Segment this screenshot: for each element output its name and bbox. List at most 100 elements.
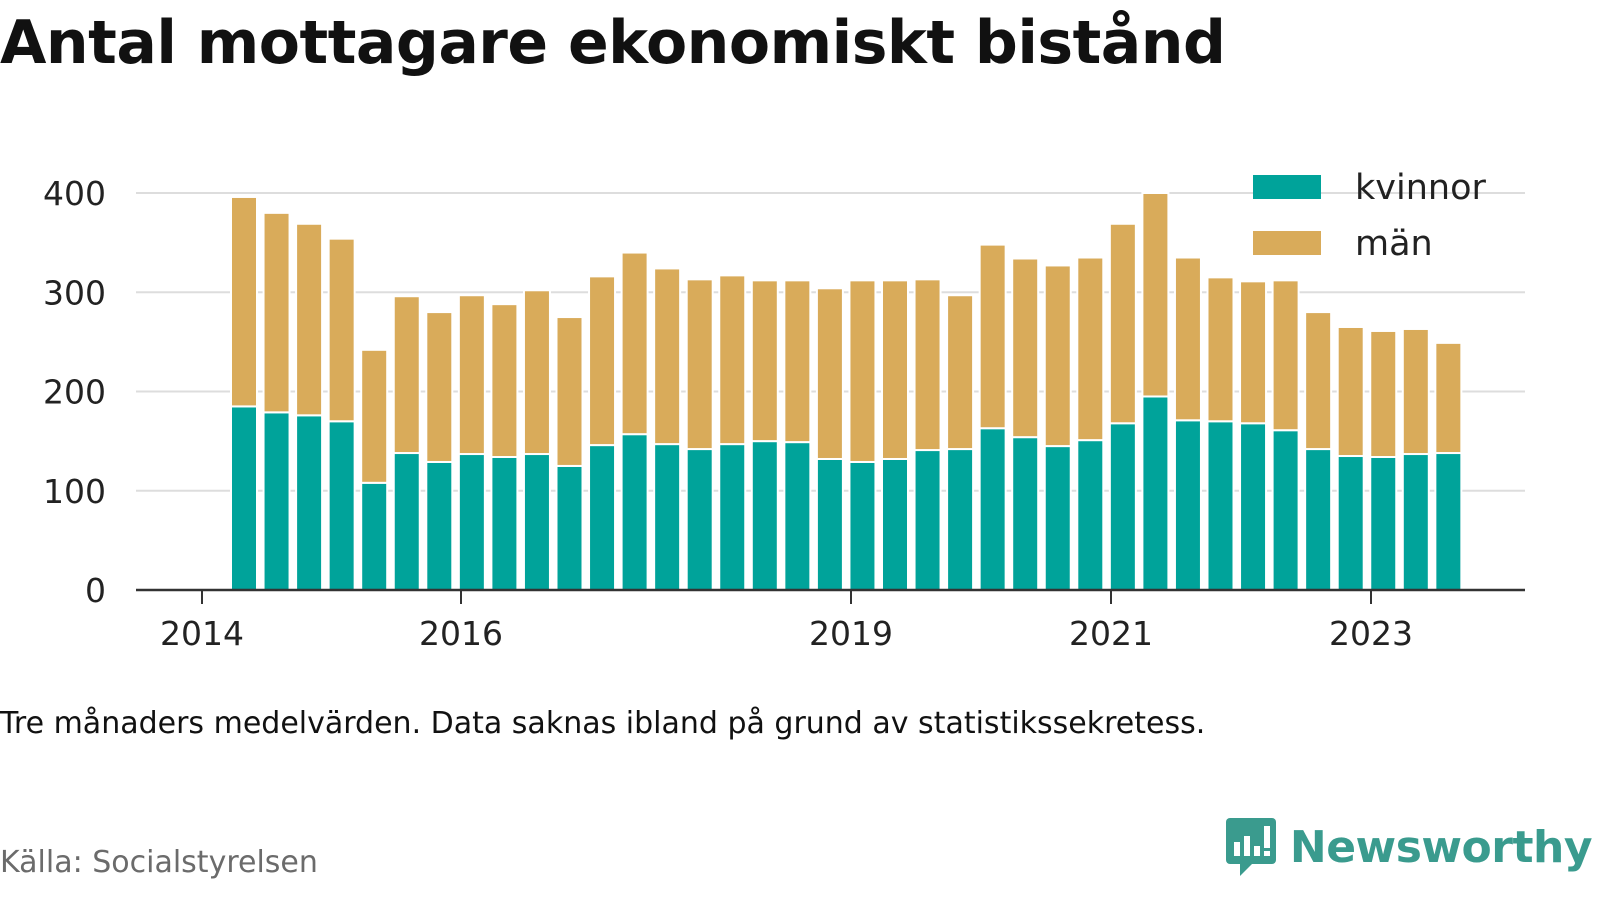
bar-kvinnor-20 <box>881 457 909 591</box>
bar-kvinnor-0 <box>230 405 258 592</box>
legend-swatch-kvinnor <box>1253 175 1321 199</box>
bar-kvinnor-19 <box>848 460 877 591</box>
bar-kvinnor-15 <box>718 443 747 592</box>
bar-kvinnor-14 <box>685 448 714 591</box>
bar-kvinnor-1 <box>262 411 291 591</box>
bar-kvinnor-36 <box>1401 453 1430 591</box>
bar-kvinnor-2 <box>295 414 324 591</box>
bar-man-19 <box>848 279 877 463</box>
bar-man-20 <box>881 279 909 460</box>
y-tick-label: 400 <box>43 174 106 213</box>
bar-man-11 <box>588 275 617 447</box>
bar-kvinnor-4 <box>360 481 389 591</box>
x-tick-label: 2021 <box>1069 614 1153 653</box>
chart-note: Tre månaders medelvärden. Data saknas ib… <box>0 706 1206 741</box>
bar-man-35 <box>1369 329 1398 459</box>
bar-kvinnor-6 <box>425 460 454 591</box>
bar-kvinnor-13 <box>653 443 682 592</box>
bar-man-17 <box>783 279 812 444</box>
bar-man-16 <box>750 279 779 443</box>
x-tick-label: 2016 <box>419 614 503 653</box>
bar-man-3 <box>327 237 356 423</box>
bar-kvinnor-26 <box>1076 439 1105 591</box>
bar-man-24 <box>1011 257 1040 439</box>
bar-kvinnor-35 <box>1369 456 1398 591</box>
bar-man-13 <box>653 267 682 446</box>
bar-man-1 <box>262 211 291 414</box>
y-axis: 0 100 200 300 400 <box>43 174 106 610</box>
bar-man-8 <box>490 303 519 459</box>
bar-man-18 <box>815 287 844 460</box>
bar-man-22 <box>946 294 975 451</box>
bar-kvinnor-37 <box>1434 452 1463 591</box>
y-tick-label: 200 <box>43 373 106 412</box>
x-tick-label: 2014 <box>160 614 244 653</box>
x-tick-label: 2019 <box>809 614 893 653</box>
bar-kvinnor-24 <box>1011 436 1040 591</box>
bar-kvinnor-21 <box>913 449 942 591</box>
bar-kvinnor-18 <box>815 457 844 591</box>
bar-kvinnor-11 <box>588 444 617 591</box>
bar-kvinnor-5 <box>392 452 421 591</box>
bar-kvinnor-23 <box>978 427 1007 591</box>
bar-man-2 <box>295 222 324 417</box>
bar-man-15 <box>718 274 747 446</box>
bar-man-27 <box>1108 222 1137 425</box>
bar-kvinnor-7 <box>457 453 486 591</box>
bar-kvinnor-29 <box>1173 419 1202 591</box>
bar-man-31 <box>1239 280 1268 425</box>
bar-man-33 <box>1304 311 1333 451</box>
x-axis: 2014 2016 2019 2021 2023 <box>136 588 1525 653</box>
bar-kvinnor-10 <box>555 464 584 591</box>
bar-man-10 <box>555 316 584 467</box>
x-tick-label: 2023 <box>1329 614 1413 653</box>
bar-man-6 <box>425 311 454 463</box>
bar-kvinnor-17 <box>783 441 812 591</box>
bar-man-29 <box>1173 256 1202 422</box>
bar-chart-speech-bubble-icon <box>1225 818 1276 876</box>
bar-kvinnor-22 <box>946 448 975 591</box>
bar-man-34 <box>1336 325 1365 458</box>
y-tick-label: 0 <box>85 571 106 610</box>
bar-man-0 <box>230 195 258 408</box>
legend: kvinnor män <box>1253 168 1486 264</box>
bar-man-32 <box>1271 279 1300 432</box>
bar-man-25 <box>1043 264 1072 448</box>
bar-man-30 <box>1206 276 1235 423</box>
bar-kvinnor-12 <box>620 433 649 591</box>
brand-logo: Newsworthy <box>1225 818 1593 876</box>
legend-swatch-man <box>1253 231 1321 255</box>
bar-man-23 <box>978 243 1007 430</box>
bar-man-7 <box>457 294 486 456</box>
y-tick-label: 300 <box>43 273 106 312</box>
bar-man-4 <box>360 348 389 484</box>
bar-kvinnor-31 <box>1239 422 1268 592</box>
bar-kvinnor-33 <box>1304 448 1333 591</box>
bar-man-36 <box>1401 327 1430 456</box>
bar-kvinnor-9 <box>522 453 551 591</box>
bar-kvinnor-32 <box>1271 429 1300 591</box>
bar-kvinnor-28 <box>1141 395 1170 591</box>
bar-man-21 <box>913 278 942 452</box>
bar-man-9 <box>522 289 551 456</box>
bar-kvinnor-30 <box>1206 420 1235 591</box>
bar-kvinnor-25 <box>1043 445 1072 591</box>
bar-man-26 <box>1076 256 1105 442</box>
bar-kvinnor-27 <box>1108 422 1137 592</box>
bar-man-12 <box>620 251 649 436</box>
bar-kvinnor-8 <box>490 456 519 591</box>
bar-kvinnor-3 <box>327 420 356 591</box>
source-text: Källa: Socialstyrelsen <box>0 845 318 880</box>
brand-name: Newsworthy <box>1289 821 1593 873</box>
bar-man-28 <box>1141 192 1170 398</box>
legend-label: kvinnor <box>1355 168 1486 208</box>
chart-title: Antal mottagare ekonomiskt bistånd <box>0 8 1226 78</box>
legend-label: män <box>1355 224 1433 264</box>
bar-man-5 <box>392 295 421 455</box>
stacked-bar-chart: 0 100 200 300 400 2014 2016 2019 2021 2023 kvinn… <box>43 168 1525 653</box>
bar-man-14 <box>685 278 714 451</box>
bar-kvinnor-16 <box>750 440 779 591</box>
bar-man-37 <box>1434 341 1463 455</box>
y-tick-label: 100 <box>43 472 106 511</box>
bar-kvinnor-34 <box>1336 455 1365 592</box>
